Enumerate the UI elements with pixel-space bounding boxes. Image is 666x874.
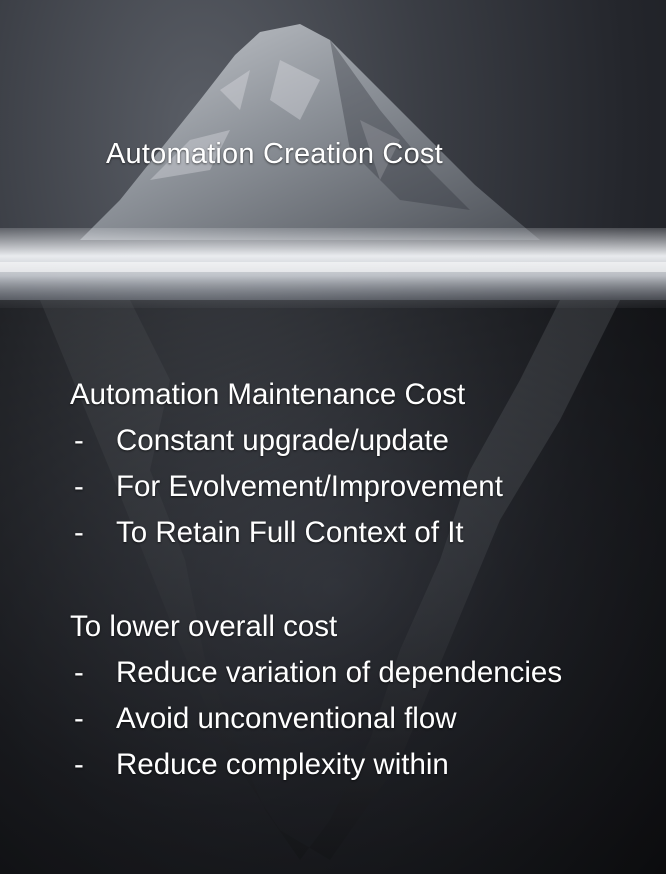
list-item: - For Evolvement/Improvement xyxy=(70,464,503,510)
list-item-text: Reduce complexity within xyxy=(116,748,449,781)
list-item: - Avoid unconventional flow xyxy=(70,696,562,742)
lower-cost-section: To lower overall cost - Reduce variation … xyxy=(70,604,562,788)
maintenance-section: Automation Maintenance Cost - Constant up… xyxy=(70,372,503,556)
list-item-text: Reduce variation of dependencies xyxy=(116,656,563,689)
list-item: - Constant upgrade/update xyxy=(70,418,503,464)
list-item-text: Avoid unconventional flow xyxy=(116,702,457,735)
bullet-dash: - xyxy=(74,748,84,781)
bullet-dash: - xyxy=(74,424,84,457)
creation-cost-label: Automation Creation Cost xyxy=(106,138,443,170)
lower-cost-heading: To lower overall cost xyxy=(70,610,338,643)
maintenance-heading: Automation Maintenance Cost xyxy=(70,378,466,411)
lower-cost-list: - Reduce variation of dependencies - Avoid… xyxy=(70,650,562,788)
bullet-dash: - xyxy=(74,656,84,689)
list-item-text: For Evolvement/Improvement xyxy=(116,470,503,503)
iceberg-peak xyxy=(80,24,540,240)
list-item-text: To Retain Full Context of It xyxy=(116,516,464,549)
bullet-dash: - xyxy=(74,470,84,503)
maintenance-list: - Constant upgrade/update - For Evolvement… xyxy=(70,418,503,556)
list-item: - Reduce complexity within xyxy=(70,742,562,788)
bullet-dash: - xyxy=(74,702,84,735)
list-item: - To Retain Full Context of It xyxy=(70,510,503,556)
list-item-text: Constant upgrade/update xyxy=(116,424,449,457)
bullet-dash: - xyxy=(74,516,84,549)
list-item: - Reduce variation of dependencies xyxy=(70,650,562,696)
